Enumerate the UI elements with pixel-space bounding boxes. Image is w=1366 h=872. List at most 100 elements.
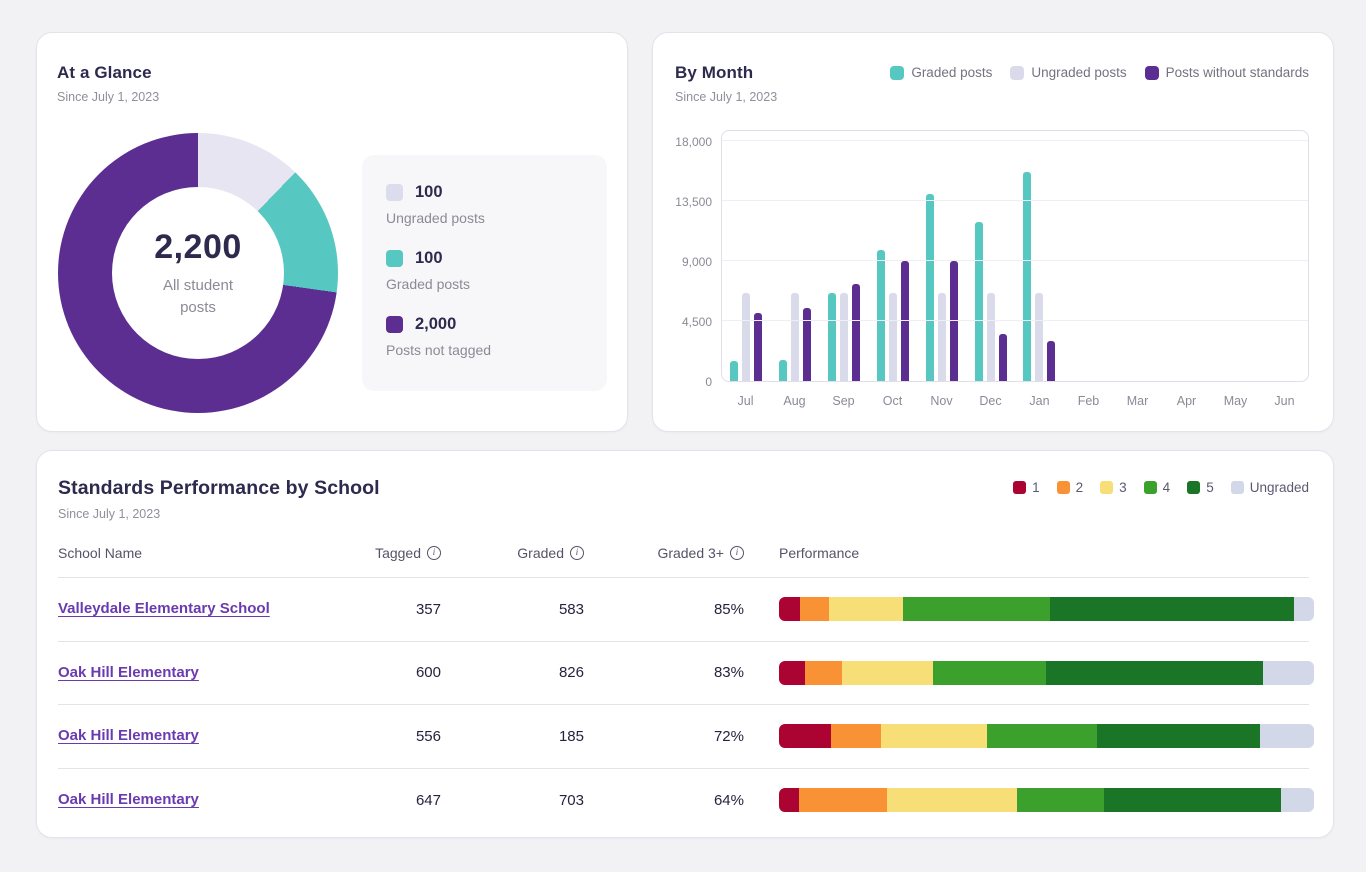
graded-3plus-info-icon[interactable]: i <box>730 546 744 560</box>
bar-group-jul <box>722 131 771 381</box>
legend-swatch <box>386 250 403 267</box>
by-month-legend-item[interactable]: Ungraded posts <box>1010 65 1127 80</box>
gridline <box>722 200 1308 201</box>
x-tick-label: Jul <box>737 394 754 408</box>
legend-label: 2 <box>1075 480 1084 495</box>
performance-segment-ungraded <box>1280 788 1314 813</box>
legend-label: 1 <box>1032 480 1040 495</box>
legend-label: 3 <box>1119 480 1127 495</box>
bar-graded-posts <box>876 250 885 381</box>
donut-legend: 100 Ungraded posts 100 Graded posts 2,000 Pos… <box>362 155 607 391</box>
legend-label: Ungraded posts <box>386 210 485 226</box>
bar-posts-without-standards <box>754 313 763 381</box>
performance-segment-ungraded <box>1262 660 1314 685</box>
y-tick-label: 0 <box>705 375 712 389</box>
bar-group-feb <box>1064 131 1113 381</box>
performance-segment-3 <box>842 660 934 685</box>
bar-posts-without-standards <box>998 334 1007 381</box>
bar-ungraded-posts <box>986 293 995 381</box>
performance-segment-4 <box>902 597 1050 622</box>
rating-legend-item: 4 <box>1143 480 1170 495</box>
by-month-title: By Month <box>675 63 754 82</box>
bar-ungraded-posts <box>791 293 800 381</box>
graded-3plus-value: 85% <box>713 600 744 618</box>
performance-segment-3 <box>880 724 987 749</box>
donut-legend-item: 100 Graded posts <box>386 249 583 292</box>
donut-total-label: All student posts <box>162 276 234 316</box>
tagged-info-icon[interactable]: i <box>427 546 441 560</box>
y-tick-label: 4,500 <box>681 315 712 329</box>
x-tick-label: Mar <box>1126 394 1149 408</box>
school-link[interactable]: Valleydale Elementary School <box>58 600 270 618</box>
school-link[interactable]: Oak Hill Elementary <box>58 663 199 681</box>
standards-performance-card: Standards Performance by School Since Ju… <box>36 450 1334 838</box>
bar-group-dec <box>966 131 1015 381</box>
by-month-legend-item[interactable]: Graded posts <box>890 65 992 80</box>
legend-label: Graded posts <box>911 65 993 80</box>
bar-group-mar <box>1113 131 1162 381</box>
donut-legend-item-top: 2,000 <box>386 315 583 334</box>
donut-legend-item: 2,000 Posts not tagged <box>386 315 583 358</box>
graded-3plus-value: 64% <box>713 791 744 809</box>
performance-segment-ungraded <box>1293 597 1314 622</box>
bar-posts-without-standards <box>803 308 812 381</box>
bar-graded-posts <box>730 361 739 381</box>
col-tagged-label: Tagged <box>375 545 421 561</box>
donut-legend-item: 100 Ungraded posts <box>386 183 583 226</box>
legend-swatch <box>386 316 403 333</box>
col-graded-label: Graded <box>517 545 564 561</box>
performance-segment-3 <box>828 597 903 622</box>
performance-segment-4 <box>986 724 1097 749</box>
x-tick-label: Jan <box>1029 394 1050 408</box>
col-graded-3plus: Graded 3+ i <box>584 545 744 561</box>
graded-value: 583 <box>558 600 584 618</box>
school-link[interactable]: Oak Hill Elementary <box>58 791 199 809</box>
school-rows: Valleydale Elementary School 357 583 85% Oak… <box>58 578 1314 832</box>
x-tick-label: Jun <box>1274 394 1295 408</box>
bar-posts-without-standards <box>900 261 909 381</box>
legend-value: 2,000 <box>415 315 457 333</box>
performance-segment-1 <box>779 660 806 685</box>
school-link[interactable]: Oak Hill Elementary <box>58 727 199 745</box>
graded-3plus-value: 83% <box>713 664 744 682</box>
bar-group-may <box>1210 131 1259 381</box>
y-tick-label: 9,000 <box>681 255 712 269</box>
bar-group-jun <box>1259 131 1308 381</box>
performance-segment-1 <box>779 597 800 622</box>
school-name-cell: Oak Hill Elementary <box>58 664 313 682</box>
gridline <box>722 320 1308 321</box>
by-month-card: By Month Since July 1, 2023 Graded posts… <box>652 32 1334 432</box>
col-performance: Performance <box>779 545 860 561</box>
legend-label: Graded posts <box>386 276 471 292</box>
graded-value: 703 <box>558 791 584 809</box>
col-tagged: Tagged i <box>313 545 441 561</box>
by-month-legend-item[interactable]: Posts without standards <box>1144 65 1309 80</box>
performance-segment-5 <box>1045 660 1263 685</box>
bar-group-jan <box>1015 131 1064 381</box>
col-graded-3plus-label: Graded 3+ <box>657 545 724 561</box>
standards-header: Standards Performance by School Since Ju… <box>58 477 1309 521</box>
performance-segment-2 <box>830 724 881 749</box>
rating-legend-item: 3 <box>1100 480 1127 495</box>
performance-cell <box>744 788 1314 813</box>
school-name-cell: Valleydale Elementary School <box>58 600 313 618</box>
graded-info-icon[interactable]: i <box>570 546 584 560</box>
bar-ungraded-posts <box>840 293 849 381</box>
at-a-glance-card: At a Glance Since July 1, 2023 2,200 All… <box>36 32 628 432</box>
performance-segment-2 <box>798 788 887 813</box>
table-row: Valleydale Elementary School 357 583 85% <box>58 578 1314 642</box>
gridline <box>722 260 1308 261</box>
bar-posts-without-standards <box>852 284 861 381</box>
x-tick-label: Oct <box>882 394 903 408</box>
bar-posts-without-standards <box>1047 341 1056 381</box>
legend-swatch <box>1230 481 1244 494</box>
legend-swatch <box>1010 65 1025 80</box>
bar-ungraded-posts <box>888 293 897 381</box>
graded-value: 826 <box>558 664 584 682</box>
graded-value: 185 <box>558 727 584 745</box>
donut-legend-item-top: 100 <box>386 249 583 268</box>
x-tick-label: Apr <box>1176 394 1197 408</box>
x-tick-label: May <box>1223 394 1248 408</box>
gridline <box>722 140 1308 141</box>
bar-graded-posts <box>779 360 788 381</box>
